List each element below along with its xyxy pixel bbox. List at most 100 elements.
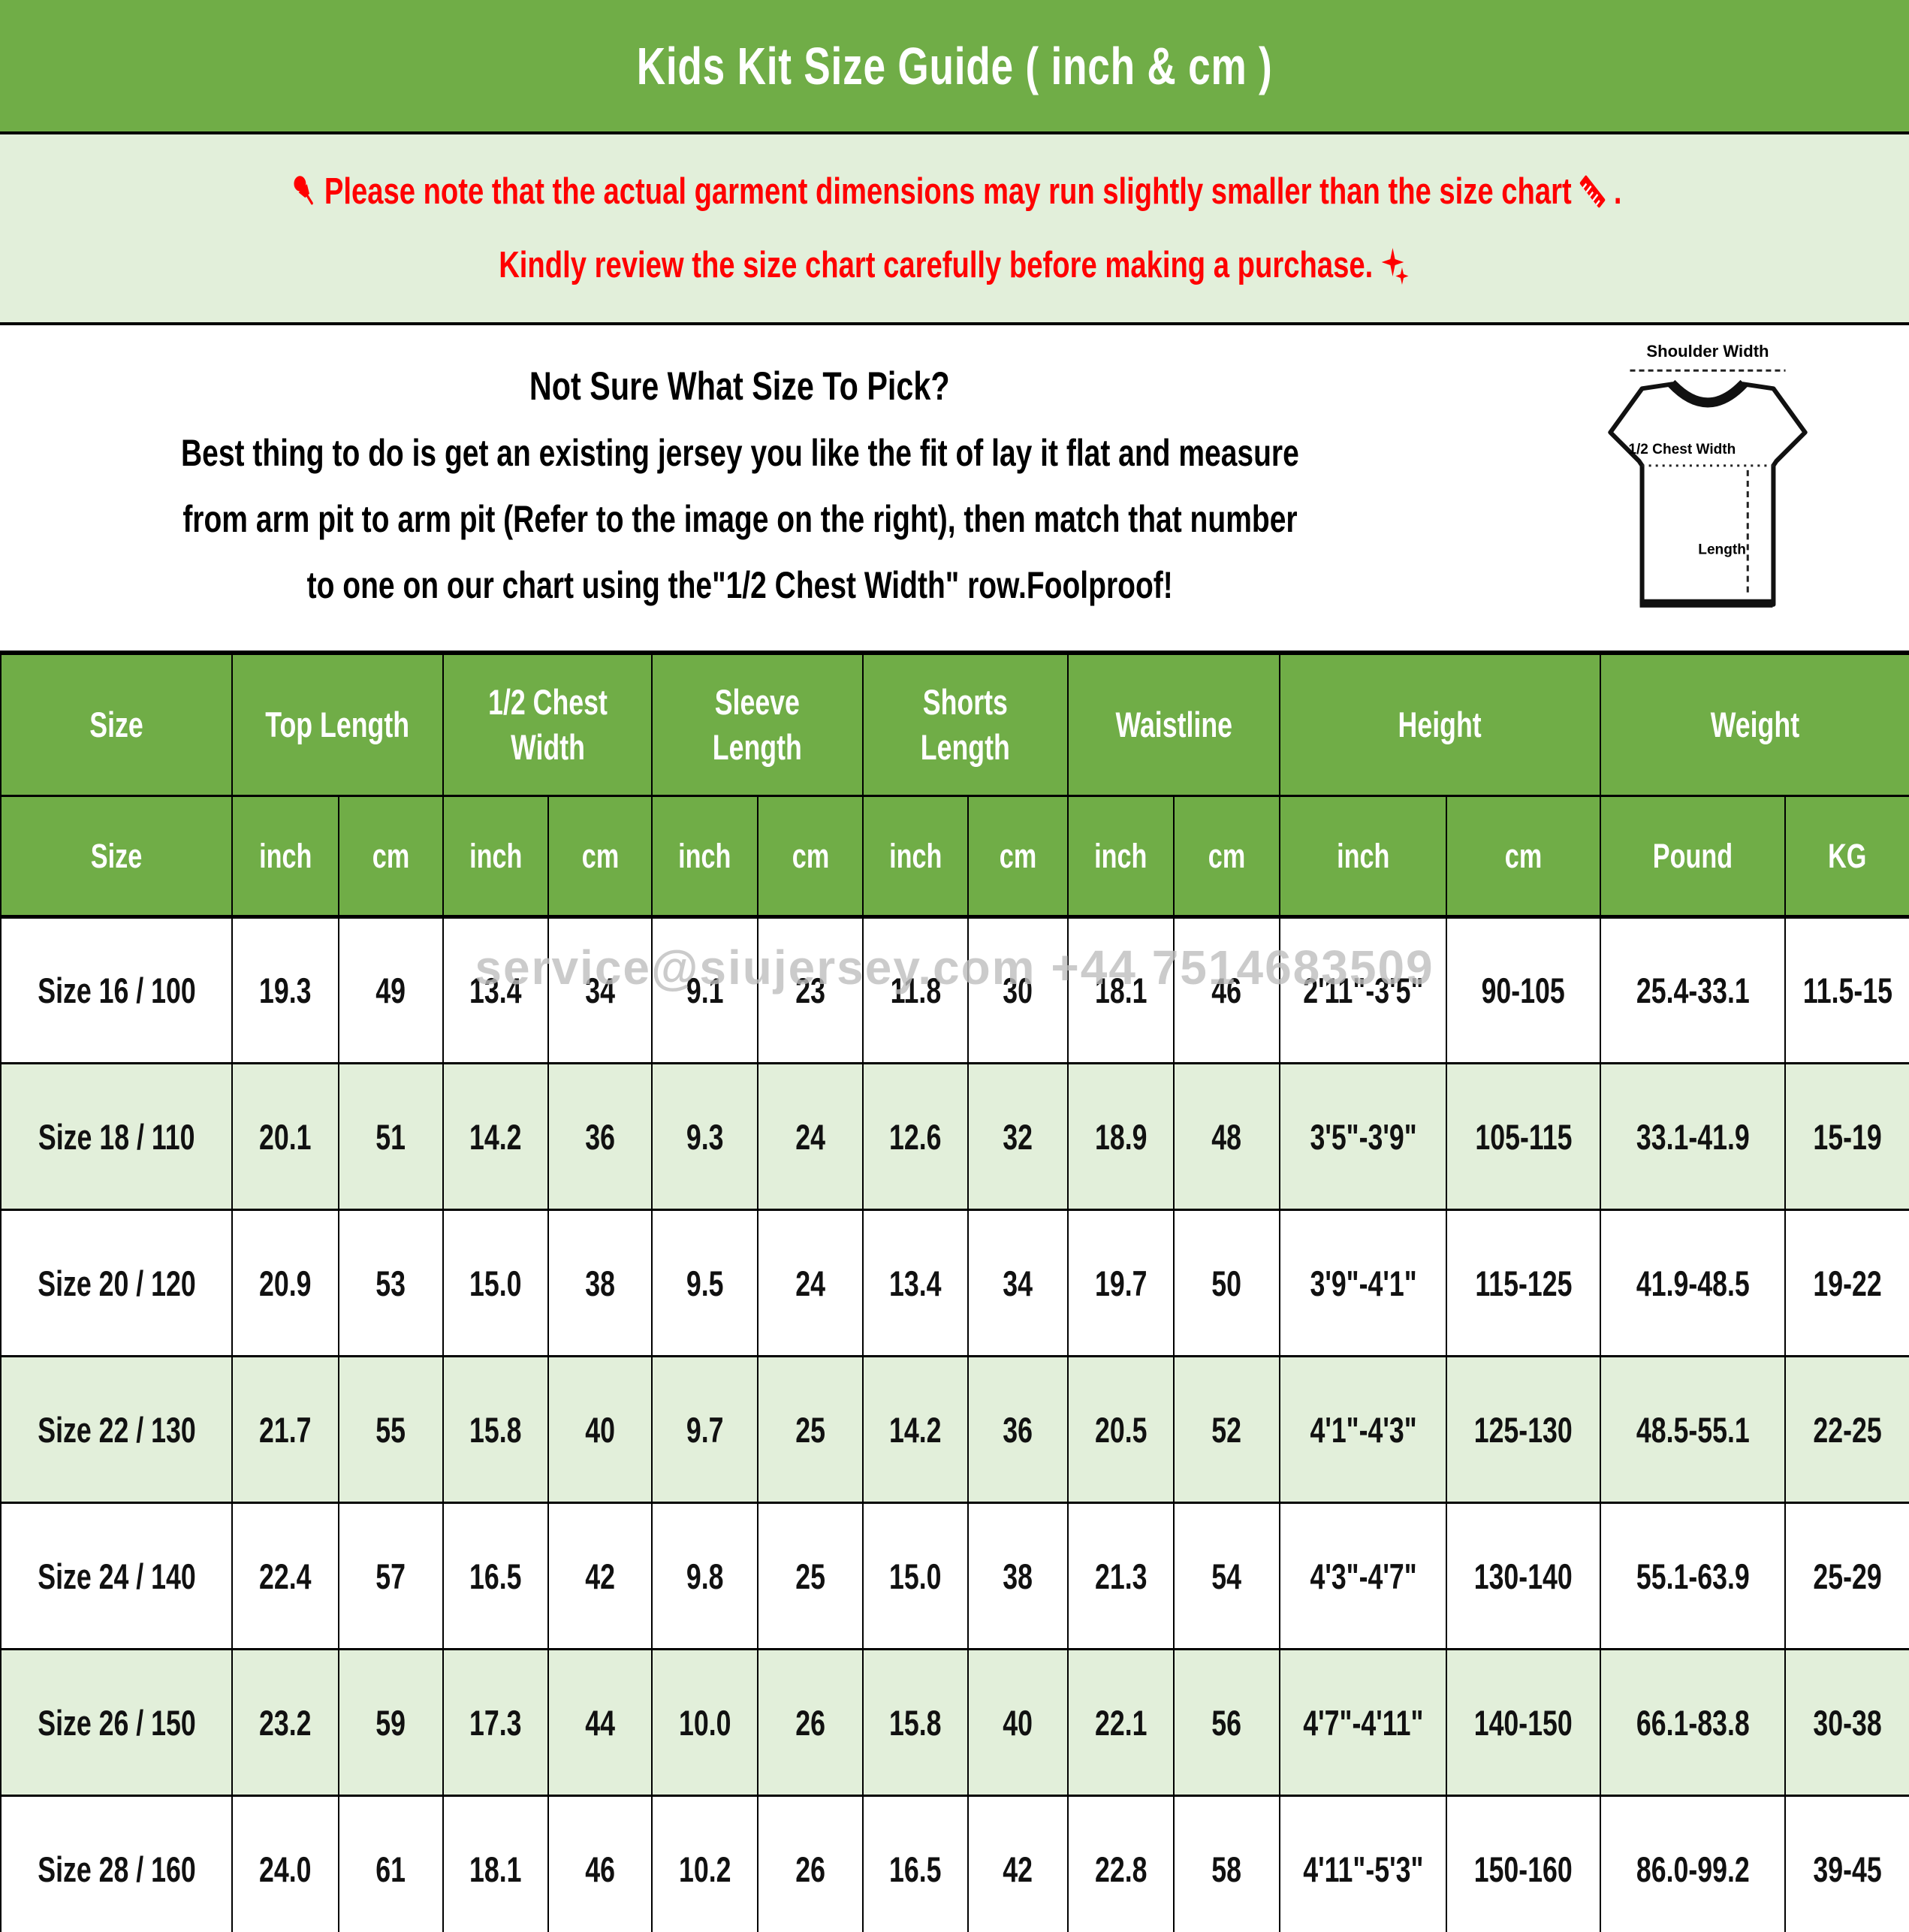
page-title: Kids Kit Size Guide ( inch & cm ) bbox=[636, 36, 1273, 95]
table-cell: 48.5-55.1 bbox=[1600, 1355, 1787, 1504]
table-cell: 59 bbox=[337, 1648, 445, 1797]
table-cell: 30 bbox=[967, 915, 1069, 1064]
table-cell: 50 bbox=[1173, 1209, 1281, 1357]
table-cell: 20.5 bbox=[1067, 1355, 1175, 1504]
table-cell: 40 bbox=[547, 1355, 653, 1504]
unit-header: inch bbox=[651, 795, 759, 918]
table-cell: Size 28 / 160 bbox=[0, 1795, 233, 1932]
table-cell: 115-125 bbox=[1446, 1209, 1602, 1357]
unit-header: Pound bbox=[1600, 795, 1787, 918]
table-cell: 34 bbox=[547, 915, 653, 1064]
table-cell: 38 bbox=[547, 1209, 653, 1357]
collar bbox=[1668, 379, 1748, 408]
column-group-header-row: Size Top Length 1/2 Chest Width Sleeve L… bbox=[0, 653, 1909, 797]
table-cell: 86.0-99.2 bbox=[1600, 1795, 1787, 1932]
table-cell: 57 bbox=[337, 1502, 445, 1650]
unit-header: inch bbox=[1067, 795, 1175, 918]
table-cell: Size 24 / 140 bbox=[0, 1502, 233, 1650]
table-cell: 49 bbox=[337, 915, 445, 1064]
unit-header: inch bbox=[862, 795, 970, 918]
table-cell: 42 bbox=[547, 1502, 653, 1650]
table-row-size-24-140: Size 24 / 140 22.4 57 16.5 42 9.8 25 15.… bbox=[0, 1502, 1909, 1650]
table-cell: 19.3 bbox=[231, 915, 339, 1064]
table-cell: 22.8 bbox=[1067, 1795, 1175, 1932]
group-header-sleeve-length: Sleeve Length bbox=[651, 653, 864, 797]
table-cell: 15.8 bbox=[862, 1648, 970, 1797]
table-cell: 90-105 bbox=[1446, 915, 1602, 1064]
table-cell: Size 16 / 100 bbox=[0, 915, 233, 1064]
table-cell: 18.1 bbox=[442, 1795, 550, 1932]
table-cell: 9.3 bbox=[651, 1062, 759, 1211]
chest-width-label: 1/2 Chest Width bbox=[1628, 442, 1736, 457]
table-cell: 15.0 bbox=[442, 1209, 550, 1357]
table-cell: 11.8 bbox=[862, 915, 970, 1064]
table-cell: 17.3 bbox=[442, 1648, 550, 1797]
table-cell: 24.0 bbox=[231, 1795, 339, 1932]
unit-header: cm bbox=[1446, 795, 1602, 918]
table-cell: 42 bbox=[967, 1795, 1069, 1932]
notice-line-1: Please note that the actual garment dime… bbox=[288, 171, 1621, 213]
table-cell: Size 18 / 110 bbox=[0, 1062, 233, 1211]
unit-header: cm bbox=[757, 795, 864, 918]
table-cell: 48 bbox=[1173, 1062, 1281, 1211]
table-cell: 40 bbox=[967, 1648, 1069, 1797]
size-table-section: service@siujersey.com +44 7514683509 Siz… bbox=[0, 653, 1909, 1932]
table-cell: 11.5-15 bbox=[1784, 915, 1909, 1064]
ruler-icon bbox=[1579, 175, 1606, 208]
table-cell: 54 bbox=[1173, 1502, 1281, 1650]
unit-header: inch bbox=[231, 795, 339, 918]
unit-header: cm bbox=[547, 795, 653, 918]
table-cell: 39-45 bbox=[1784, 1795, 1909, 1932]
table-cell: 4'11"-5'3" bbox=[1279, 1795, 1448, 1932]
table-row-size-22-130: Size 22 / 130 21.7 55 15.8 40 9.7 25 14.… bbox=[0, 1355, 1909, 1504]
table-cell: 22.1 bbox=[1067, 1648, 1175, 1797]
guide-line: to one on our chart using the"1/2 Chest … bbox=[306, 564, 1173, 606]
table-cell: 2'11"-3'5" bbox=[1279, 915, 1448, 1064]
sparkles-icon bbox=[1381, 248, 1409, 285]
group-header-shorts-length: Shorts Length bbox=[862, 653, 1069, 797]
table-cell: 130-140 bbox=[1446, 1502, 1602, 1650]
table-cell: 13.4 bbox=[862, 1209, 970, 1357]
guide-section: Not Sure What Size To Pick? Best thing t… bbox=[0, 325, 1909, 653]
table-cell: 20.9 bbox=[231, 1209, 339, 1357]
guide-line: from arm pit to arm pit (Refer to the im… bbox=[182, 498, 1298, 540]
table-cell: 46 bbox=[1173, 915, 1281, 1064]
table-cell: 66.1-83.8 bbox=[1600, 1648, 1787, 1797]
table-cell: 15.0 bbox=[862, 1502, 970, 1650]
table-cell: 55.1-63.9 bbox=[1600, 1502, 1787, 1650]
table-row-size-26-150: Size 26 / 150 23.2 59 17.3 44 10.0 26 15… bbox=[0, 1648, 1909, 1797]
table-cell: 53 bbox=[337, 1209, 445, 1357]
table-cell: 3'9"-4'1" bbox=[1279, 1209, 1448, 1357]
table-cell: 10.2 bbox=[651, 1795, 759, 1932]
hem bbox=[1639, 599, 1773, 608]
table-row-size-20-120: Size 20 / 120 20.9 53 15.0 38 9.5 24 13.… bbox=[0, 1209, 1909, 1357]
table-cell: 56 bbox=[1173, 1648, 1281, 1797]
table-cell: 23 bbox=[757, 915, 864, 1064]
table-cell: 61 bbox=[337, 1795, 445, 1932]
table-cell: 10.0 bbox=[651, 1648, 759, 1797]
notice-line-2: Kindly review the size chart carefully b… bbox=[499, 244, 1410, 286]
group-header-waistline: Waistline bbox=[1067, 653, 1281, 797]
table-cell: 19.7 bbox=[1067, 1209, 1175, 1357]
table-cell: 33.1-41.9 bbox=[1600, 1062, 1787, 1211]
length-label: Length bbox=[1698, 542, 1746, 557]
table-cell: 32 bbox=[967, 1062, 1069, 1211]
notice-text-1: Please note that the actual garment dime… bbox=[324, 171, 1572, 212]
notice-banner: Please note that the actual garment dime… bbox=[0, 134, 1909, 325]
table-cell: Size 22 / 130 bbox=[0, 1355, 233, 1504]
guide-text-block: Not Sure What Size To Pick? Best thing t… bbox=[8, 354, 1472, 618]
group-header-top-length: Top Length bbox=[231, 653, 445, 797]
table-cell: 36 bbox=[547, 1062, 653, 1211]
table-cell: 38 bbox=[967, 1502, 1069, 1650]
table-cell: 25.4-33.1 bbox=[1600, 915, 1787, 1064]
table-cell: 105-115 bbox=[1446, 1062, 1602, 1211]
table-cell: 44 bbox=[547, 1648, 653, 1797]
table-cell: 25 bbox=[757, 1502, 864, 1650]
table-cell: 15.8 bbox=[442, 1355, 550, 1504]
table-cell: 13.4 bbox=[442, 915, 550, 1064]
shoulder-width-label: Shoulder Width bbox=[1646, 342, 1769, 361]
unit-header: inch bbox=[442, 795, 550, 918]
unit-header: cm bbox=[1173, 795, 1281, 918]
table-row-size-16-100: Size 16 / 100 19.3 49 13.4 34 9.1 23 11.… bbox=[0, 915, 1909, 1064]
size-table: Size Top Length 1/2 Chest Width Sleeve L… bbox=[0, 653, 1909, 1932]
